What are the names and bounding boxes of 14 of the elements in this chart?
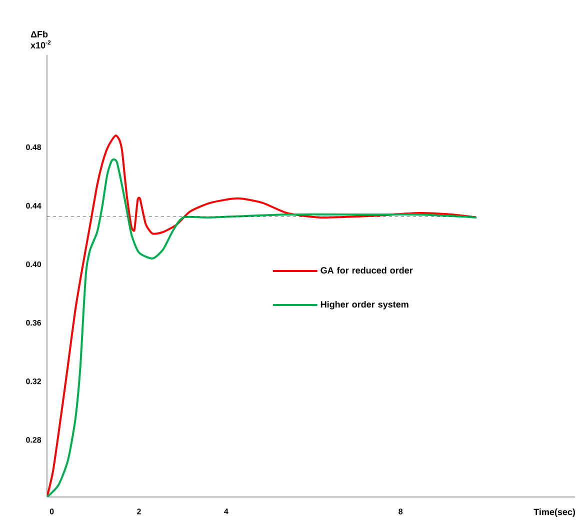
legend-label: Higher order system	[320, 300, 408, 310]
y-tick-label: 0.40	[26, 261, 42, 268]
x-tick-label: 8	[398, 508, 403, 514]
legend-label: GA for reduced order	[320, 266, 413, 274]
y-tick-label: 0.48	[26, 144, 42, 150]
y-tick-label: 0.32	[26, 378, 42, 384]
x-tick-label: 0	[50, 508, 54, 514]
x-tick-label: 4	[224, 508, 228, 514]
y-axis-title: ΔFb x10$^{-2}$	[30, 30, 51, 48]
x-axis-title: Time(sec)	[534, 508, 576, 517]
y-tick-label: 0.44	[26, 202, 42, 209]
y-tick-label: 0.28	[26, 437, 42, 443]
x-tick-label: 2	[137, 508, 141, 514]
y-tick-label: 0.36	[26, 320, 42, 326]
